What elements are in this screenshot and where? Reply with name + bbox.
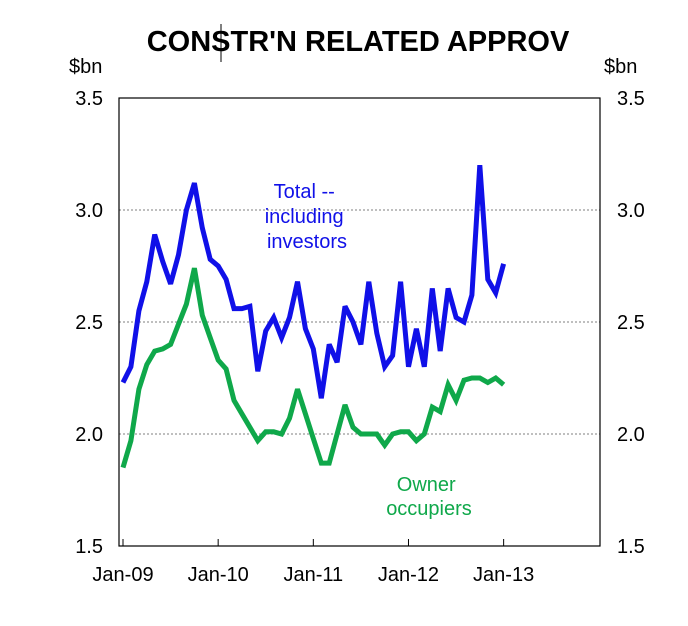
x-tick-label: Jan-09 [92, 564, 153, 586]
y-axis-left: 3.5 3.0 2.5 2.0 1.5 [75, 88, 103, 558]
owner-occupiers-series-line [120, 267, 506, 469]
y-tick-label-right: 3.0 [617, 200, 645, 222]
y-tick-label-left: 2.5 [75, 312, 103, 334]
gridlines [119, 209, 600, 435]
left-unit-label: $bn [69, 56, 102, 78]
y-tick-label-left: 1.5 [75, 536, 103, 558]
owner-series-label: Owner occupiers [386, 474, 472, 520]
x-tick-label: Jan-10 [188, 564, 249, 586]
x-axis: Jan-09 Jan-10 Jan-11 Jan-12 Jan-13 [92, 564, 534, 586]
y-axis-right: 3.5 3.0 2.5 2.0 1.5 [617, 88, 645, 558]
plot-frame [118, 97, 601, 547]
chart-title: CONSTR'N RELATED APPROV [147, 26, 570, 58]
y-tick-label-left: 3.5 [75, 88, 103, 110]
x-tick-label: Jan-12 [378, 564, 439, 586]
y-tick-label-right: 2.0 [617, 424, 645, 446]
total-label-line-2: including [265, 206, 344, 228]
total-label-line-3: investors [267, 231, 347, 253]
series-lines [120, 165, 507, 469]
y-tick-label-left: 2.0 [75, 424, 103, 446]
total-series-line [120, 165, 507, 399]
y-tick-label-right: 2.5 [617, 312, 645, 334]
right-unit-label: $bn [604, 56, 637, 78]
y-tick-label-right: 3.5 [617, 88, 645, 110]
owner-label-line-2: occupiers [386, 498, 472, 520]
total-label-line-1: Total -- [274, 181, 335, 203]
y-tick-label-right: 1.5 [617, 536, 645, 558]
x-tick-label: Jan-11 [283, 564, 343, 586]
owner-label-line-1: Owner [397, 474, 456, 496]
x-tick-label: Jan-13 [473, 564, 534, 586]
x-tick-marks [122, 539, 505, 546]
y-tick-label-left: 3.0 [75, 200, 103, 222]
total-series-label: Total -- including investors [265, 181, 350, 253]
